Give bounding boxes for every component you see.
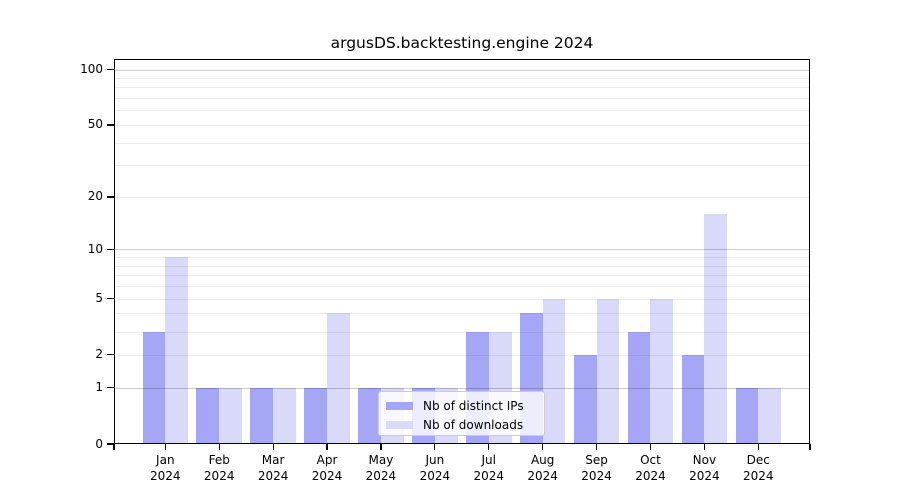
gridline-minor	[114, 98, 810, 100]
gridline-minor	[114, 77, 810, 79]
y-tick-label: 2	[95, 347, 103, 362]
bar-distinct-ips	[196, 387, 220, 444]
gridline-minor	[114, 165, 810, 167]
x-tick-label: Jun 2024	[419, 453, 451, 483]
x-tick-label: May 2024	[365, 453, 397, 483]
gridline-minor	[114, 257, 810, 259]
bar-distinct-ips	[681, 354, 705, 444]
bar-downloads	[165, 257, 189, 444]
x-tick-label: Aug 2024	[527, 453, 558, 483]
bar-distinct-ips	[250, 387, 274, 444]
x-tick-label: Feb 2024	[203, 453, 235, 483]
gridline-major	[114, 249, 810, 251]
bar-downloads	[327, 313, 350, 444]
y-tick	[107, 387, 114, 389]
legend-item-downloads: Nb of downloads	[386, 415, 544, 434]
gridline-minor	[114, 298, 810, 300]
y-tick-label: 100	[80, 62, 103, 76]
x-tick-label: Jan 2024	[150, 453, 181, 483]
x-tick	[218, 444, 220, 450]
gridline-minor	[114, 286, 810, 288]
bar-downloads	[650, 298, 674, 444]
bar-distinct-ips	[735, 387, 759, 444]
legend-label-downloads: Nb of downloads	[423, 417, 524, 432]
x-tick-label: Apr 2024	[311, 453, 343, 483]
x-tick-label: Oct 2024	[635, 453, 666, 483]
x-tick	[542, 444, 544, 450]
y-tick-label: 20	[87, 189, 103, 204]
gridline-minor	[114, 331, 810, 333]
legend: Nb of distinct IPs Nb of downloads	[378, 391, 545, 436]
x-tick	[757, 444, 759, 450]
x-tick	[380, 444, 382, 450]
x-tick	[649, 444, 652, 450]
gridline-major	[114, 69, 810, 71]
y-tick	[107, 298, 114, 300]
x-tick	[595, 444, 598, 450]
y-tick	[107, 248, 114, 250]
bar-downloads	[758, 387, 782, 444]
x-tick-label: Sep 2024	[581, 453, 612, 483]
x-tick-label: Mar 2024	[257, 453, 289, 483]
bar-distinct-ips	[627, 331, 651, 444]
bar-distinct-ips	[573, 354, 597, 444]
y-tick	[107, 354, 114, 356]
x-tick-label: Jul 2024	[473, 453, 505, 483]
x-tick	[164, 444, 166, 450]
gridline-minor	[114, 110, 810, 112]
y-tick-label: 1	[95, 380, 103, 395]
gridline-minor	[114, 313, 810, 315]
gridline-major	[114, 387, 810, 389]
gridline-minor	[114, 196, 810, 198]
plot-area	[114, 59, 810, 444]
bar-downloads	[704, 214, 728, 444]
y-tick	[107, 443, 114, 445]
y-tick-label: 5	[95, 291, 103, 306]
chart-title: argusDS.backtesting.engine 2024	[330, 34, 594, 52]
legend-swatch-distinct-ips	[386, 401, 413, 410]
x-tick-edge	[113, 444, 115, 450]
x-tick	[272, 444, 274, 450]
y-tick-label: 50	[87, 117, 103, 132]
y-tick-label: 10	[87, 241, 103, 256]
bar-distinct-ips	[304, 387, 328, 444]
y-tick-label: 0	[95, 436, 103, 451]
x-tick	[488, 444, 490, 450]
x-tick-label: Dec 2024	[743, 453, 774, 483]
x-tick-label: Nov 2024	[689, 453, 720, 483]
gridline-minor	[114, 265, 810, 267]
gridline-minor	[114, 124, 810, 126]
bar-distinct-ips	[142, 331, 166, 444]
gridline-minor	[114, 275, 810, 277]
y-tick	[107, 124, 114, 126]
x-tick	[703, 444, 705, 450]
bar-downloads	[596, 298, 620, 444]
legend-swatch-downloads	[386, 420, 413, 429]
x-tick	[326, 444, 328, 450]
x-tick-edge	[809, 444, 811, 450]
y-tick	[107, 196, 114, 198]
gridline-minor	[114, 142, 810, 144]
legend-label-distinct-ips: Nb of distinct IPs	[423, 398, 524, 413]
gridline-minor	[114, 354, 810, 356]
bar-downloads	[273, 387, 296, 444]
gridline-minor	[114, 87, 810, 89]
legend-item-distinct-ips: Nb of distinct IPs	[386, 396, 544, 415]
bar-distinct-ips	[358, 387, 381, 444]
bar-downloads	[542, 298, 566, 444]
bar-downloads	[219, 387, 242, 444]
x-tick	[434, 444, 436, 450]
y-tick	[107, 68, 114, 71]
